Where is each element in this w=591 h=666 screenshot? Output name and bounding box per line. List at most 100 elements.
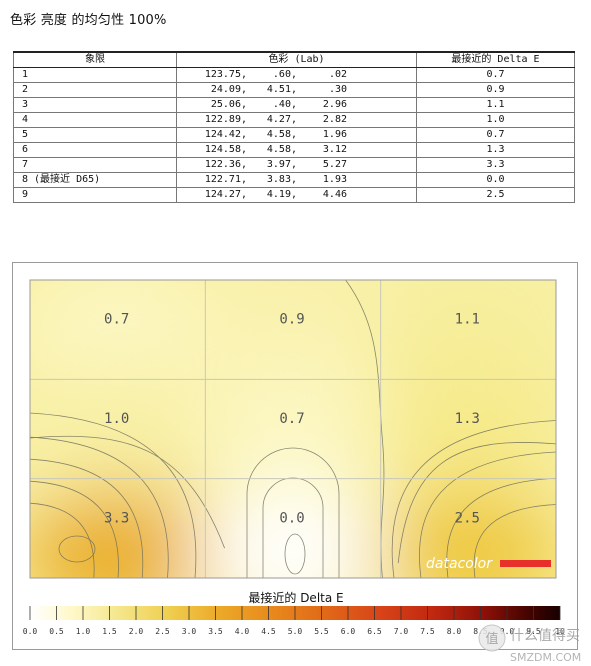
legend-tick-label: 0.5 [49, 627, 64, 636]
plot-border [29, 279, 557, 579]
legend-tick-label: 0.0 [23, 627, 38, 636]
header-lab: 色彩 (Lab) [176, 51, 417, 68]
smzdm-logo-glyph: 值 [485, 631, 498, 647]
contour-center-2 [262, 477, 324, 578]
cell-value-label: 1.1 [455, 312, 480, 328]
cell-value-label: 0.0 [279, 510, 304, 526]
lab-l-value: 122.71, [204, 174, 247, 185]
legend-tick-label: 9.0 [500, 627, 515, 636]
lab-a-value: 4.58, [266, 129, 297, 140]
legend-tick-label: 1.5 [102, 627, 117, 636]
lab-a-value: 4.19, [266, 189, 297, 200]
heatmap-cell-5 [196, 364, 390, 494]
lab-b-value: .30 [328, 84, 347, 95]
lab-a-value: 4.51, [266, 84, 297, 95]
lab-b-value: 1.93 [322, 174, 347, 185]
cell-value-label: 0.7 [279, 411, 304, 427]
lab-l-value: 123.75, [204, 69, 247, 80]
table-row: 4 122.89, 4.27, 2.82 1.0 [13, 112, 575, 128]
grid-lines [30, 280, 556, 578]
legend-tick-label: 7.5 [420, 627, 435, 636]
lab-a-value: .60, [272, 69, 297, 80]
legend-tick-label: 8.0 [447, 627, 462, 636]
lab-b-value: 4.46 [322, 189, 347, 200]
legend-tick-label: 9.5 [526, 627, 541, 636]
legend-tick-label: 2.5 [155, 627, 170, 636]
heatmap-plot [30, 280, 556, 578]
legend-tick-label: 10 [555, 627, 565, 636]
legend-tick-label: 5.0 [288, 627, 303, 636]
contour-mid-left [30, 435, 225, 549]
lab-l-value: 124.58, [204, 144, 247, 155]
smzdm-watermark: 值什么值得买 SMZDM.COM [478, 624, 581, 664]
heatmap-cell-2 [196, 280, 390, 395]
lab-b-value: 3.12 [322, 144, 347, 155]
cell-quadrant: 9 [13, 187, 177, 203]
lab-l-value: 124.27, [204, 189, 247, 200]
contour-left-2 [30, 436, 169, 578]
cell-value-label: 3.3 [104, 510, 129, 526]
lab-b-value: 5.27 [322, 159, 347, 170]
table-row: 8 (最接近 D65) 122.71, 3.83, 1.93 0.0 [13, 172, 575, 188]
lab-l-value: 124.42, [204, 129, 247, 140]
lab-b-value: 2.82 [322, 114, 347, 125]
cell-lab: 123.75, .60, .02 [176, 67, 417, 83]
results-table: 象限 色彩 (Lab) 最接近的 Delta E 1 123.75, .60, .02… [13, 51, 575, 203]
contour-left-3 [30, 458, 144, 578]
lab-a-value: .40, [272, 99, 297, 110]
datacolor-logo: datacolor [426, 556, 493, 572]
lab-b-value: 1.96 [322, 129, 347, 140]
lab-b-value: 2.96 [322, 99, 347, 110]
contour-left-peak [58, 535, 96, 563]
legend-tick-label: 2.0 [129, 627, 144, 636]
heatmap-cell-6 [371, 364, 556, 494]
lab-a-value: 4.27, [266, 114, 297, 125]
cell-delta-e: 2.5 [416, 187, 575, 203]
table-body: 1 123.75, .60, .02 0.7 2 24.09, 4.51, .30 0.9 3 25.… [13, 67, 575, 203]
contour-right-1 [391, 420, 556, 578]
cell-value-label: 1.3 [455, 411, 480, 427]
legend-tick-label: 6.0 [341, 627, 356, 636]
legend-tick-label: 1.0 [76, 627, 91, 636]
cell-value-label: 0.9 [279, 312, 304, 328]
contour-left-1 [30, 412, 197, 578]
legend-tick-label: 3.5 [208, 627, 223, 636]
table-row: 7 122.36, 3.97, 5.27 3.3 [13, 157, 575, 173]
contour-mid-right [397, 442, 556, 564]
lab-l-value: 24.09, [210, 84, 247, 95]
legend-tick-label: 5.5 [314, 627, 329, 636]
page-title: 色彩 亮度 的均匀性 100% [10, 13, 167, 28]
legend-tick-label: 7.0 [394, 627, 409, 636]
heatmap-cell-1 [30, 280, 215, 395]
legend-tick-label: 3.0 [182, 627, 197, 636]
legend-title: 最接近的 Delta E [248, 590, 343, 605]
contour-center-1 [246, 447, 340, 578]
lab-a-value: 3.83, [266, 174, 297, 185]
watermark-brand: 什么值得买 [510, 627, 580, 644]
legend-tick-label: 4.5 [261, 627, 276, 636]
contour-lines [30, 280, 556, 578]
lab-a-value: 3.97, [266, 159, 297, 170]
lab-l-value: 122.89, [204, 114, 247, 125]
heatmap-cell-3 [371, 280, 556, 395]
contour-right-3 [446, 477, 556, 578]
table-row: 2 24.09, 4.51, .30 0.9 [13, 82, 575, 98]
heatmap-cell-4 [30, 364, 215, 494]
cell-value-label: 1.0 [104, 411, 129, 427]
lab-a-value: 4.58, [266, 144, 297, 155]
contour-right-4 [473, 504, 556, 578]
table-header-row: 象限 色彩 (Lab) 最接近的 Delta E [13, 51, 575, 68]
contour-left-5 [30, 502, 95, 578]
contour-vertical [345, 280, 385, 578]
legend-tick-label: 6.5 [367, 627, 382, 636]
cell-value-label: 0.7 [104, 312, 129, 328]
heatmap-cell-8 [196, 488, 390, 578]
cell-lab: 124.58, 4.58, 3.12 [176, 142, 417, 158]
legend-tick-label: 4.0 [235, 627, 250, 636]
lab-l-value: 122.36, [204, 159, 247, 170]
heatmap-cell-9 [371, 488, 556, 578]
watermark-domain: SMZDM.COM [510, 651, 581, 664]
lab-l-value: 25.06, [210, 99, 247, 110]
header-quadrant: 象限 [13, 51, 177, 68]
